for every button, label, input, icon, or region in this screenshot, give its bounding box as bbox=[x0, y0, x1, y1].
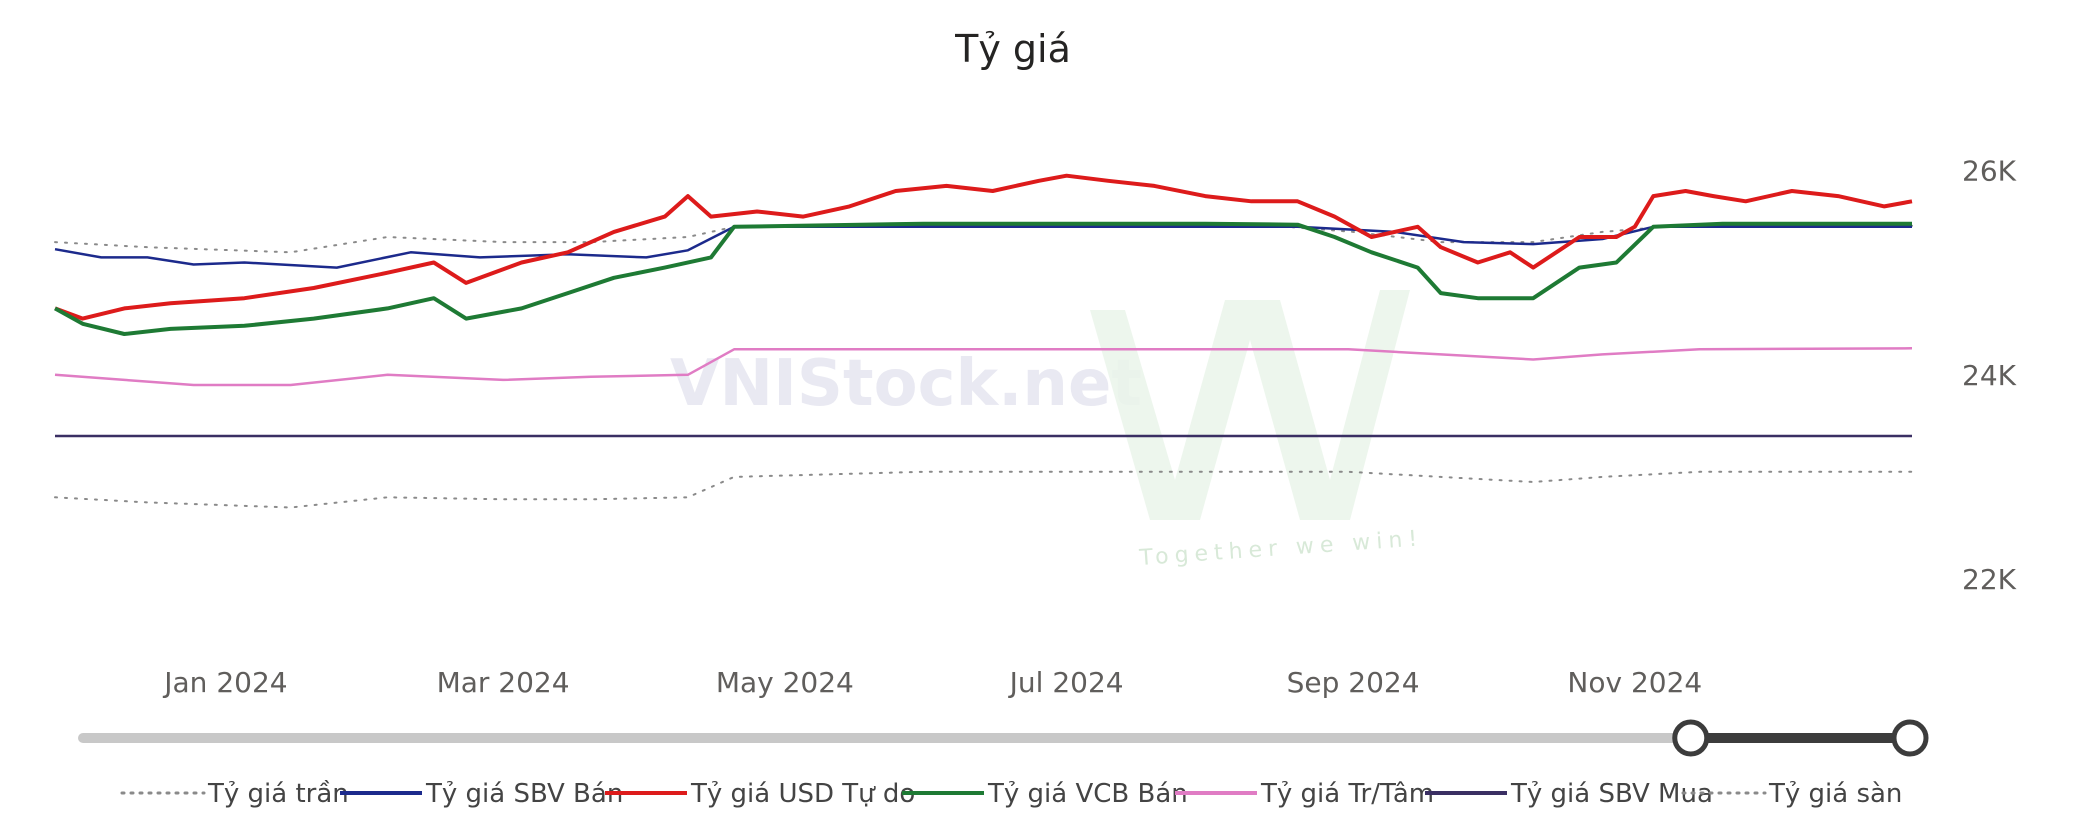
slider-start-handle[interactable] bbox=[1672, 719, 1710, 757]
series-line-ty-gia-san bbox=[54, 470, 1913, 509]
x-tick-label: Nov 2024 bbox=[1567, 666, 1702, 699]
watermark-logo bbox=[1090, 290, 1410, 520]
legend-label-ty-gia-san[interactable]: Tỷ giá sàn bbox=[1768, 779, 1902, 809]
legend-label-ty-gia-tr-tam[interactable]: Tỷ giá Tr/Tâm bbox=[1260, 779, 1434, 809]
y-tick-label: 24K bbox=[1962, 359, 2017, 392]
x-tick-label: Jan 2024 bbox=[162, 666, 287, 699]
legend-label-ty-gia-usd-tu-do[interactable]: Tỷ giá USD Tự do bbox=[690, 779, 915, 809]
x-tick-label: May 2024 bbox=[716, 666, 854, 699]
legend: Tỷ giá trần Tỷ giá SBV Bán Tỷ giá USD Tự d… bbox=[120, 779, 1902, 809]
slider-end-handle[interactable] bbox=[1891, 719, 1929, 757]
legend-label-ty-gia-sbv-ban[interactable]: Tỷ giá SBV Bán bbox=[425, 779, 623, 809]
legend-label-ty-gia-vcb-ban[interactable]: Tỷ giá VCB Bán bbox=[987, 779, 1188, 809]
x-axis: Jan 2024 Mar 2024 May 2024 Jul 2024 Sep 2024… bbox=[162, 666, 1702, 699]
range-slider[interactable] bbox=[78, 719, 1929, 757]
watermark-tagline: Together we win! bbox=[1138, 526, 1424, 571]
y-axis: 26K 24K 22K bbox=[1962, 155, 2017, 596]
series-line-ty-gia-sbv-ban bbox=[54, 225, 1912, 269]
watermark: VNIStock.net Together we win! bbox=[670, 290, 1424, 571]
y-tick-label: 26K bbox=[1962, 155, 2017, 188]
series-layer bbox=[54, 173, 1913, 509]
chart-title: Tỷ giá bbox=[954, 27, 1071, 71]
x-tick-label: Mar 2024 bbox=[437, 666, 570, 699]
x-tick-label: Jul 2024 bbox=[1008, 666, 1124, 699]
legend-label-ty-gia-sbv-mua[interactable]: Tỷ giá SBV Mua bbox=[1510, 779, 1713, 809]
watermark-text: VNIStock.net bbox=[670, 347, 1142, 421]
series-line-ty-gia-usd-tu-do bbox=[54, 173, 1913, 321]
x-tick-label: Sep 2024 bbox=[1287, 666, 1420, 699]
series-line-ty-gia-vcb-ban bbox=[54, 221, 1912, 336]
y-tick-label: 22K bbox=[1962, 563, 2017, 596]
legend-label-ty-gia-tran[interactable]: Tỷ giá trần bbox=[207, 779, 349, 809]
series-line-ty-gia-tr-tam bbox=[54, 347, 1913, 387]
